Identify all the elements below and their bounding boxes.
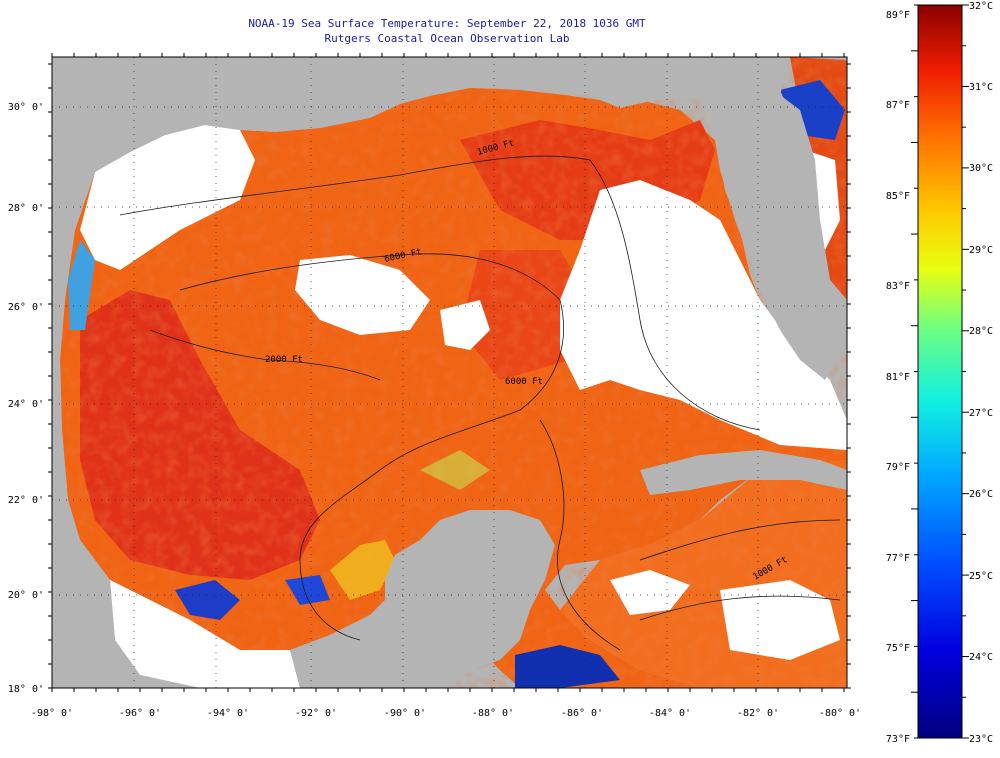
land-mexico-south	[52, 580, 200, 688]
longitude-axis: -98° 0' -96° 0' -94° 0' -92° 0' -90° 0' …	[31, 708, 861, 719]
lon-label: -88° 0'	[472, 708, 514, 719]
celsius-label: 24°C	[969, 652, 993, 663]
celsius-label: 27°C	[969, 408, 993, 419]
land-us-gulf-coast	[52, 57, 847, 580]
lon-label: -82° 0'	[737, 708, 779, 719]
fahrenheit-label: 81°F	[886, 372, 910, 383]
celsius-label: 29°C	[969, 245, 993, 256]
lat-label: 30° 0'	[8, 102, 44, 113]
map-plot-area: 1000 Ft 6000 Ft 2000 Ft 6000 Ft 1000 Ft	[52, 57, 847, 688]
fahrenheit-label: 77°F	[886, 553, 910, 564]
lon-label: -80° 0'	[819, 708, 861, 719]
land-yucatan-peninsula	[290, 510, 555, 688]
contour-label-6000ft-east: 6000 Ft	[505, 377, 543, 387]
lat-label: 24° 0'	[8, 399, 44, 410]
celsius-label: 28°C	[969, 326, 993, 337]
lon-label: -86° 0'	[561, 708, 603, 719]
cloud-mask-central	[440, 300, 490, 350]
fahrenheit-label: 87°F	[886, 100, 910, 111]
cold-patch-caribbean-south	[515, 645, 620, 688]
celsius-label: 23°C	[969, 734, 993, 745]
land-florida-peninsula	[700, 95, 847, 380]
colorbar-ticks	[911, 4, 969, 739]
cold-patch-texas-coast	[68, 240, 95, 330]
lon-label: -96° 0'	[119, 708, 161, 719]
figure-title: NOAA-19 Sea Surface Temperature: Septemb…	[248, 17, 646, 30]
warm-filament-center	[420, 450, 490, 490]
warm-filament-campeche	[330, 540, 395, 600]
land-cuba	[640, 450, 847, 495]
cloud-mask-texas	[80, 125, 255, 270]
bathymetry-contours	[119, 155, 841, 651]
cold-patch-bay-campeche	[175, 580, 240, 620]
lon-label: -98° 0'	[31, 708, 73, 719]
celsius-label: 31°C	[969, 82, 993, 93]
fahrenheit-label: 79°F	[886, 462, 910, 473]
lon-label: -92° 0'	[295, 708, 337, 719]
fahrenheit-label: 73°F	[886, 734, 910, 745]
axis-ticks	[48, 53, 851, 692]
lat-label: 28° 0'	[8, 203, 44, 214]
colorbar: 89°F 87°F 85°F 83°F 81°F 79°F 77°F 75°F …	[886, 1, 993, 745]
contour-caribbean	[639, 519, 841, 621]
cold-patch-tabasco	[285, 575, 330, 605]
celsius-label: 25°C	[969, 571, 993, 582]
colorbar-gradient	[917, 4, 963, 739]
figure-subtitle: Rutgers Coastal Ocean Observation Lab	[324, 32, 569, 45]
contour-1000ft	[119, 155, 761, 431]
latitude-axis: 18° 0' 20° 0' 22° 0' 24° 0' 26° 0' 28° 0…	[8, 102, 44, 695]
fahrenheit-label: 75°F	[886, 643, 910, 654]
fahrenheit-label: 83°F	[886, 281, 910, 292]
contour-label-2000ft-west: 2000 Ft	[265, 355, 303, 365]
celsius-label: 26°C	[969, 489, 993, 500]
lon-label: -84° 0'	[649, 708, 691, 719]
cloud-mask-florida-shelf	[560, 180, 847, 450]
lat-label: 26° 0'	[8, 302, 44, 313]
fahrenheit-label: 85°F	[886, 191, 910, 202]
contour-yucatan-shelf	[539, 419, 621, 651]
lat-label: 20° 0'	[8, 590, 44, 601]
lat-label: 18° 0'	[8, 684, 44, 695]
celsius-label: 30°C	[969, 163, 993, 174]
lon-label: -90° 0'	[384, 708, 426, 719]
cloud-mask-caribbean	[720, 580, 840, 660]
graticule	[52, 57, 847, 688]
celsius-label: 32°C	[969, 1, 993, 12]
lat-label: 22° 0'	[8, 495, 44, 506]
contour-2000ft	[149, 329, 381, 381]
cloud-mask-central-north	[295, 255, 430, 335]
lon-label: -94° 0'	[207, 708, 249, 719]
cloud-mask-yucatan-east	[610, 570, 690, 615]
map-frame	[51, 56, 848, 689]
fahrenheit-label: 89°F	[886, 10, 910, 21]
cloud-mask-campeche	[110, 580, 300, 688]
contour-6000ft	[179, 253, 564, 641]
